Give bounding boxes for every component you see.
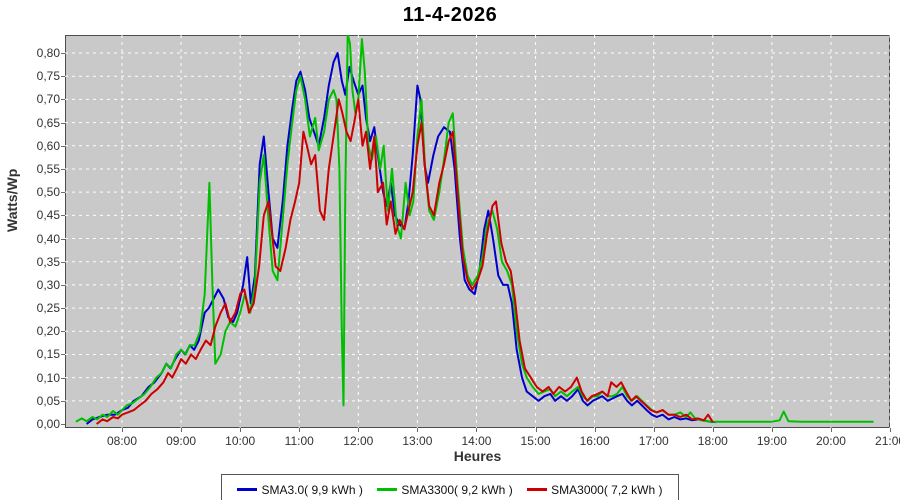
x-tick-mark [890,428,892,432]
x-tick-label: 21:00 [875,434,900,448]
y-tick-mark [61,308,65,310]
series-line-2 [95,98,714,425]
x-tick-mark [830,428,832,432]
y-tick-label: 0,65 [36,115,60,130]
y-tick-label: 0,05 [36,393,60,408]
x-tick-mark [181,428,183,432]
y-tick-label: 0,80 [36,46,60,60]
y-tick-mark [61,168,65,170]
x-tick-mark [122,428,123,432]
x-tick-mark [417,428,419,432]
y-tick-label: 0,60 [36,138,60,153]
chart-legend: SMA3.0( 9,9 kWh ) SMA3300( 9,2 kWh ) SMA… [0,474,900,500]
legend-item-sma3300: SMA3300( 9,2 kWh ) [377,482,513,497]
x-tick-label: 18:00 [697,434,728,448]
y-tick-mark [61,145,65,147]
x-tick-mark [594,428,596,432]
y-axis-title: Watts/Wp [4,168,20,232]
x-tick-label: 09:00 [166,434,197,448]
y-tick-label: 0,25 [36,301,60,316]
y-tick-mark [61,424,65,425]
x-axis-title: Heures [453,448,502,464]
y-tick-label: 0,45 [36,208,60,223]
x-tick-mark [476,428,478,432]
y-tick-mark [61,76,65,78]
legend-swatch-green [377,488,398,491]
y-tick-mark [61,400,65,402]
x-tick-mark [535,428,537,432]
y-tick-mark [61,99,65,101]
y-tick-mark [61,53,65,54]
y-tick-mark [61,377,65,379]
y-tick-label: 0,30 [36,277,60,292]
x-tick-label: 17:00 [638,434,669,448]
legend-box: SMA3.0( 9,9 kWh ) SMA3300( 9,2 kWh ) SMA… [221,474,679,500]
legend-item-sma3000: SMA3000( 7,2 kWh ) [527,482,663,497]
y-tick-label: 0,55 [36,161,60,176]
x-tick-mark [653,428,655,432]
legend-label-sma3300: SMA3300( 9,2 kWh ) [401,482,513,497]
legend-label-sma30: SMA3.0( 9,9 kWh ) [261,482,363,497]
x-tick-label: 13:00 [402,434,433,448]
plot-area-background [65,35,890,428]
y-tick-label: 0,40 [36,231,60,246]
series-line-1 [75,35,874,423]
y-tick-label: 0,10 [36,370,60,385]
y-tick-label: 0,20 [36,324,60,339]
legend-label-sma3000: SMA3000( 7,2 kWh ) [551,482,663,497]
y-tick-mark [61,331,65,333]
y-tick-label: 0,75 [36,69,60,84]
y-tick-mark [61,238,65,240]
y-tick-label: 0,70 [36,92,60,107]
y-tick-label: 0,15 [36,347,60,362]
x-tick-mark [299,428,301,432]
x-tick-mark [712,428,714,432]
x-tick-label: 16:00 [579,434,610,448]
x-tick-label: 20:00 [815,434,846,448]
y-tick-mark [61,215,65,217]
x-tick-label: 08:00 [106,434,138,448]
legend-swatch-red [527,488,548,491]
y-tick-label: 0,00 [36,417,60,431]
series-line-0 [85,52,716,425]
y-tick-mark [61,122,65,124]
y-tick-label: 0,35 [36,254,60,269]
x-tick-mark [240,428,242,432]
y-tick-label: 0,50 [36,185,60,200]
line-chart-plot [65,35,890,428]
y-tick-mark [61,354,65,356]
x-tick-label: 15:00 [520,434,551,448]
x-tick-label: 10:00 [225,434,256,448]
chart-title: 11-4-2026 [402,4,498,26]
x-tick-label: 11:00 [284,434,314,448]
x-tick-label: 12:00 [343,434,374,448]
x-tick-mark [771,428,773,432]
x-tick-label: 19:00 [756,434,787,448]
y-tick-mark [61,261,65,263]
legend-item-sma30: SMA3.0( 9,9 kWh ) [237,482,363,497]
legend-swatch-blue [237,488,258,491]
y-tick-mark [61,192,65,194]
x-tick-label: 14:00 [461,434,492,448]
y-tick-mark [61,284,65,286]
x-tick-mark [358,428,360,432]
